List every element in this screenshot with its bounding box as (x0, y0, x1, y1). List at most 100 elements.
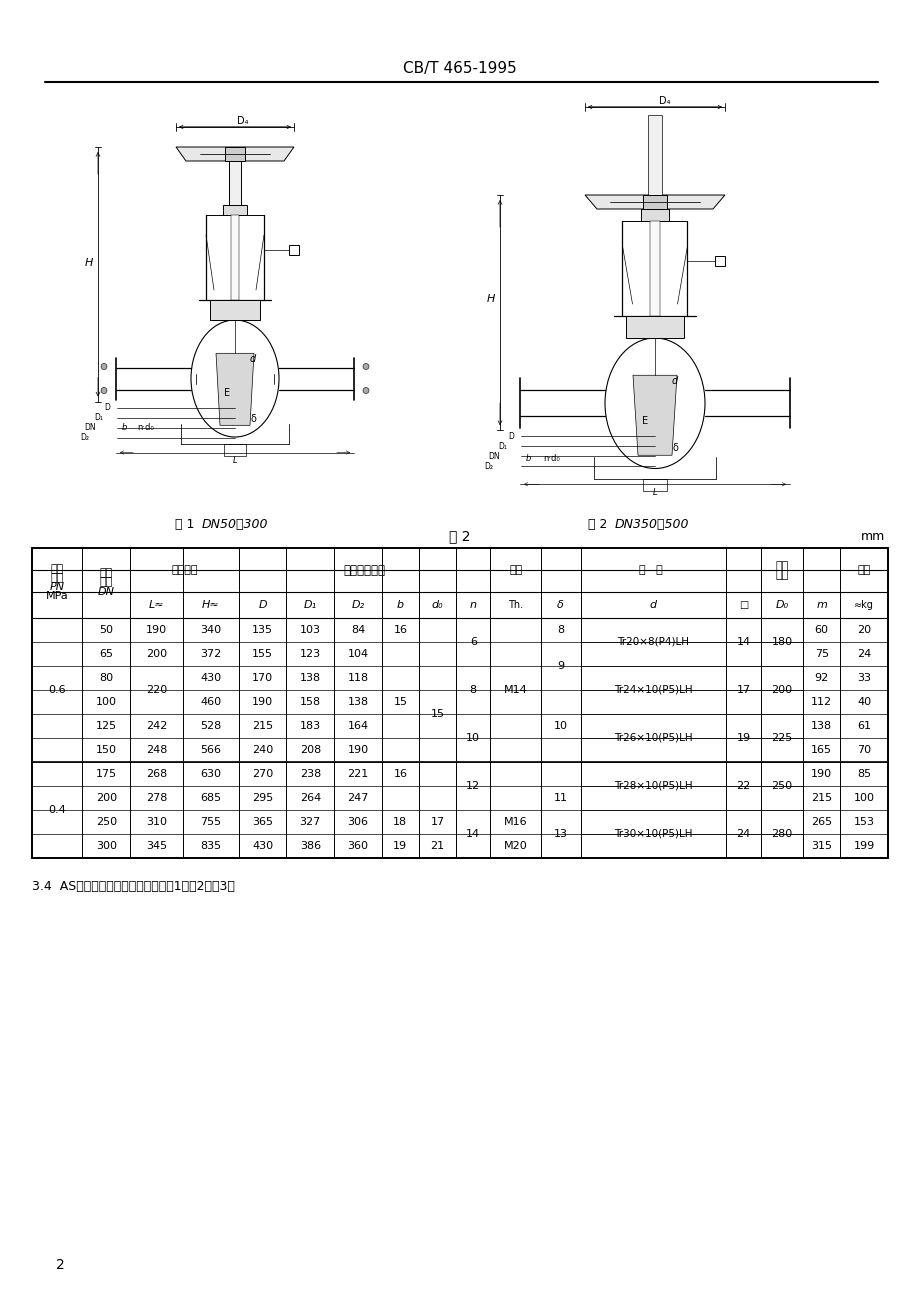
Text: 92: 92 (813, 673, 828, 684)
Text: 17: 17 (430, 816, 444, 827)
Text: 280: 280 (770, 829, 792, 838)
Text: 123: 123 (300, 648, 321, 659)
Text: 460: 460 (200, 697, 221, 707)
Circle shape (363, 388, 369, 393)
Text: 17: 17 (736, 685, 750, 695)
Text: 12: 12 (466, 781, 480, 792)
Text: DN: DN (97, 587, 115, 598)
Text: 通径: 通径 (99, 577, 113, 587)
Text: 360: 360 (347, 841, 369, 852)
Polygon shape (216, 353, 254, 426)
Text: 10: 10 (553, 721, 567, 730)
Text: Th.: Th. (507, 600, 523, 611)
Text: 295: 295 (252, 793, 273, 803)
Text: M14: M14 (504, 685, 527, 695)
Text: 壁厚: 壁厚 (508, 565, 522, 575)
Text: 158: 158 (300, 697, 321, 707)
Text: 16: 16 (393, 769, 407, 779)
Text: 835: 835 (200, 841, 221, 852)
Text: 14: 14 (466, 829, 480, 838)
Bar (289, 245, 299, 255)
Polygon shape (584, 195, 724, 210)
Text: 15: 15 (430, 710, 444, 719)
Text: D₄: D₄ (237, 116, 248, 126)
Bar (642, 479, 666, 491)
Text: 215: 215 (811, 793, 832, 803)
Text: 61: 61 (857, 721, 870, 730)
Text: 压力: 压力 (51, 573, 63, 583)
Text: 190: 190 (347, 745, 369, 755)
Text: 65: 65 (99, 648, 113, 659)
Text: 118: 118 (347, 673, 369, 684)
Text: 170: 170 (252, 673, 273, 684)
Text: 365: 365 (252, 816, 273, 827)
Text: 公称: 公称 (51, 564, 63, 574)
Text: L: L (233, 456, 237, 465)
Bar (225, 147, 244, 161)
Text: 24: 24 (857, 648, 870, 659)
Text: 80: 80 (99, 673, 113, 684)
Text: 200: 200 (96, 793, 117, 803)
Text: 630: 630 (200, 769, 221, 779)
Text: 21: 21 (430, 841, 444, 852)
Text: 60: 60 (814, 625, 828, 635)
Text: H≈: H≈ (202, 600, 220, 611)
Text: 340: 340 (200, 625, 221, 635)
Text: Tr26×10(P5)LH: Tr26×10(P5)LH (614, 733, 692, 743)
Text: 阀   杆: 阀 杆 (638, 565, 662, 575)
Polygon shape (176, 147, 294, 161)
Text: 法兰连接尺寸: 法兰连接尺寸 (343, 564, 385, 577)
Text: 3.4  AS型闸阀的结构和基本尺寸按图1、图2和表3。: 3.4 AS型闸阀的结构和基本尺寸按图1、图2和表3。 (32, 879, 234, 892)
Text: 238: 238 (300, 769, 321, 779)
Text: 265: 265 (811, 816, 832, 827)
Text: 755: 755 (200, 816, 221, 827)
Text: 19: 19 (736, 733, 750, 743)
Text: 306: 306 (347, 816, 369, 827)
Text: 138: 138 (347, 697, 369, 707)
Text: E: E (641, 417, 647, 426)
Text: d: d (250, 354, 255, 363)
Text: 75: 75 (814, 648, 828, 659)
Text: 40: 40 (857, 697, 870, 707)
Circle shape (363, 363, 369, 370)
Text: n·d₀: n·d₀ (543, 454, 560, 462)
Text: d₀: d₀ (431, 600, 443, 611)
Text: 15: 15 (393, 697, 407, 707)
Bar (231, 215, 239, 299)
Text: 24: 24 (735, 829, 750, 838)
Text: D₁: D₁ (303, 600, 316, 611)
Text: 85: 85 (857, 769, 870, 779)
Text: Tr30×10(P5)LH: Tr30×10(P5)LH (614, 829, 692, 838)
Text: L: L (652, 488, 656, 497)
Bar (229, 161, 241, 210)
Text: H: H (486, 294, 494, 305)
Text: 247: 247 (346, 793, 369, 803)
Text: d: d (671, 376, 677, 387)
Text: 164: 164 (347, 721, 369, 730)
Bar (222, 204, 246, 215)
Text: 11: 11 (553, 793, 567, 803)
Text: D₄: D₄ (659, 96, 670, 105)
Text: 16: 16 (393, 625, 407, 635)
Text: 150: 150 (96, 745, 117, 755)
Bar (223, 444, 245, 456)
Text: b: b (121, 423, 127, 432)
Text: D₁: D₁ (94, 413, 103, 422)
Text: 20: 20 (857, 625, 870, 635)
Text: 100: 100 (96, 697, 117, 707)
Text: 386: 386 (300, 841, 321, 852)
Text: D: D (258, 600, 267, 611)
Text: 315: 315 (811, 841, 832, 852)
Text: 13: 13 (553, 829, 567, 838)
Text: L≈: L≈ (149, 600, 165, 611)
Text: 33: 33 (857, 673, 870, 684)
Text: 190: 190 (252, 697, 273, 707)
Bar (647, 115, 662, 195)
Text: 300: 300 (96, 841, 117, 852)
Text: 50: 50 (99, 625, 113, 635)
Text: D: D (104, 404, 110, 411)
Text: D₂: D₂ (80, 434, 89, 441)
Text: Tr24×10(P5)LH: Tr24×10(P5)LH (614, 685, 692, 695)
Text: MPa: MPa (46, 591, 69, 602)
Text: n·d₀: n·d₀ (138, 423, 154, 432)
